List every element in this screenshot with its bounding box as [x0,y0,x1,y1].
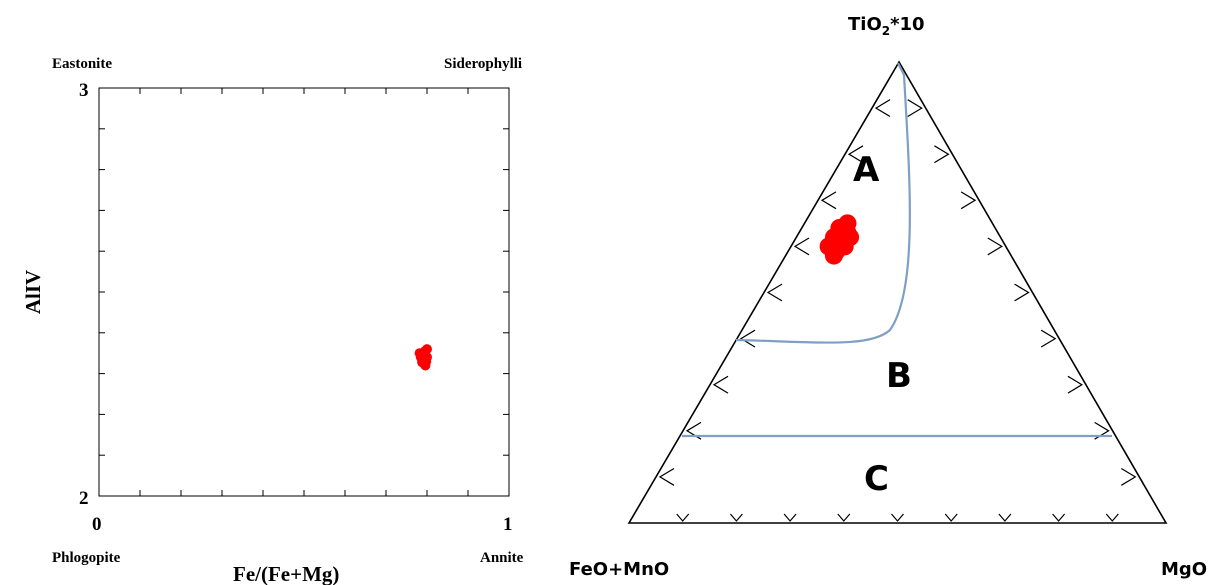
bottom-edge-tick [1105,513,1119,522]
left-edge-tick [874,99,891,118]
bottom-edge-tick [1052,513,1066,522]
bottom-edge-tick [729,513,743,522]
bottom-edge-tick [944,513,958,522]
apex-label-top-suffix: *10 [890,14,924,35]
apex-label-top: TiO2*10 [848,14,925,38]
ternary-triangle [627,60,1168,524]
x-tick-label-right: 1 [503,514,513,535]
apex-label-bottom-right: MgO [1161,559,1207,580]
left-edge-tick [712,375,729,394]
corner-label-top-left: Eastonite [52,56,112,72]
left-edge-tick [820,191,837,210]
plot-ticks [99,88,509,496]
ternary-ticks [658,99,1137,522]
y-tick-label-top: 3 [79,80,89,101]
right-edge-tick [1120,467,1137,486]
apex-label-top-subscript: 2 [882,24,890,38]
biotite-classification-plot: Eastonite Siderophylli Phlogopite Annite… [21,56,524,585]
bottom-edge-tick [837,513,851,522]
y-axis-label: AlIV [21,270,45,314]
scatter-point [422,344,432,355]
bottom-edge-tick [998,513,1012,522]
left-edge-tick [793,237,810,256]
corner-label-top-right: Siderophylli [444,56,522,72]
x-axis-label: Fe/(Fe+Mg) [233,562,339,585]
right-edge-tick [1014,283,1030,302]
field-label-c: C [864,459,889,499]
scatter-points [414,344,432,371]
ternary-plot: A B C TiO2*10 FeO+MnO MgO [569,14,1207,580]
left-edge-tick [847,145,864,164]
right-edge-tick [934,145,950,164]
field-label-a: A [853,150,880,190]
ternary-point [838,214,857,233]
left-edge-tick [739,329,756,348]
corner-label-bottom-right: Annite [480,550,524,566]
bottom-edge-tick [891,513,904,522]
field-boundary-a [735,62,911,344]
right-edge-tick [907,99,923,118]
x-tick-label-left: 0 [92,514,102,535]
right-edge-tick [1067,375,1084,394]
right-edge-tick [1040,329,1057,348]
left-edge-tick [766,283,783,302]
apex-label-bottom-left: FeO+MnO [569,559,669,580]
scatter-point [420,360,431,371]
left-edge-tick [658,467,675,486]
bottom-edge-tick [783,513,797,522]
bottom-edge-tick [676,513,690,522]
field-label-b: B [886,356,912,396]
ternary-points [819,214,860,265]
y-tick-label-bottom: 2 [79,488,89,509]
plot-frame [98,87,510,497]
ternary-point [824,246,843,265]
right-edge-tick [987,237,1003,256]
ternary-point [841,228,860,247]
corner-label-bottom-left: Phlogopite [52,550,121,566]
scatter-point [414,348,425,359]
right-edge-tick [960,191,977,210]
